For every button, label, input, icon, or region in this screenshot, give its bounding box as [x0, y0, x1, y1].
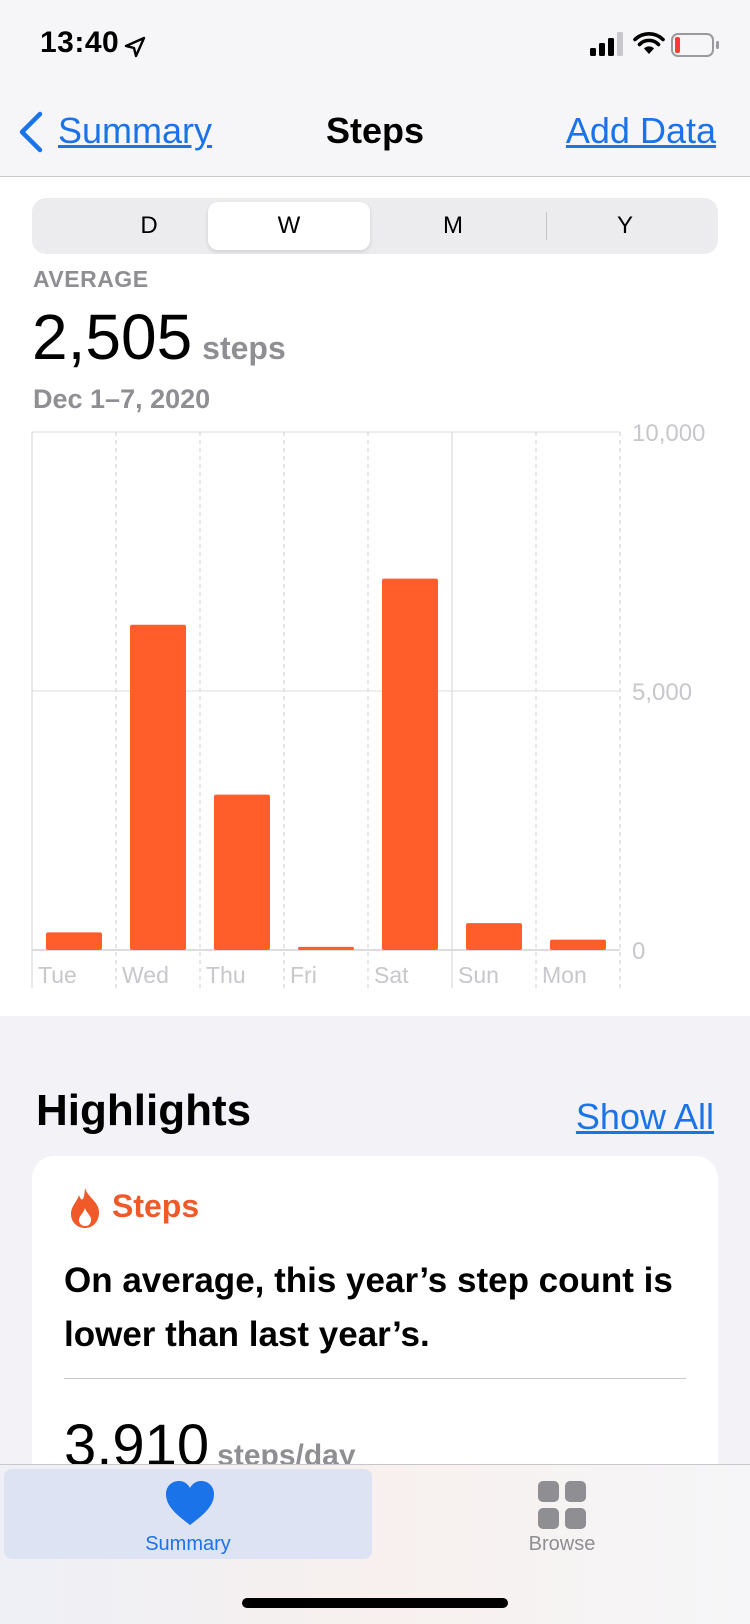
tab-browse[interactable]: Browse	[378, 1469, 746, 1559]
x-tick-label: Tue	[38, 962, 77, 988]
highlight-tag: Steps	[112, 1188, 200, 1224]
segment-day[interactable]: D	[140, 212, 158, 239]
average-label: AVERAGE	[33, 266, 149, 292]
bar-fri	[298, 946, 354, 950]
tab-browse-label: Browse	[528, 1533, 596, 1555]
segment-week[interactable]: W	[208, 202, 370, 250]
segment-month[interactable]: M	[443, 212, 463, 239]
highlight-text: On average, this year’s step count is lo…	[64, 1261, 673, 1354]
bar-tue	[46, 932, 102, 950]
bar-wed	[130, 624, 186, 950]
x-tick-label: Fri	[290, 962, 317, 988]
flame-icon	[71, 1188, 100, 1228]
y-tick-label: 10,000	[632, 420, 705, 447]
x-tick-label: Sat	[374, 962, 409, 988]
bar-sun	[466, 923, 522, 950]
tab-summary[interactable]: Summary	[4, 1469, 372, 1559]
x-tick-label: Wed	[122, 962, 169, 988]
show-all-button[interactable]: Show All	[575, 1096, 714, 1137]
average-value: 2,505 steps	[32, 300, 286, 374]
grid-icon	[538, 1481, 586, 1529]
home-indicator	[242, 1598, 508, 1608]
navigation-bar	[0, 0, 750, 177]
back-button[interactable]: Summary	[58, 110, 213, 151]
status-time: 13:40	[40, 26, 120, 59]
average-unit: steps	[202, 330, 286, 366]
period-segmented-control: D W M Y	[32, 198, 718, 254]
average-number: 2,505	[32, 301, 193, 373]
x-tick-label: Thu	[206, 962, 246, 988]
battery-low-icon	[671, 33, 719, 57]
tab-summary-label: Summary	[145, 1533, 231, 1555]
card-divider	[64, 1378, 686, 1379]
steps-bar-chart[interactable]: 10,000 5,000 0 Tue Wed Thu Fri Sat Sun Mon	[0, 420, 750, 1000]
cellular-signal-icon	[590, 32, 623, 56]
bar-sat	[382, 578, 438, 950]
bar-mon	[550, 939, 606, 950]
bar-thu	[214, 794, 270, 950]
location-arrow-icon	[124, 36, 146, 58]
y-tick-label: 5,000	[632, 679, 692, 706]
x-tick-label: Sun	[458, 962, 499, 988]
segment-divider	[546, 212, 547, 240]
y-tick-label: 0	[632, 938, 645, 965]
date-range: Dec 1–7, 2020	[33, 384, 211, 414]
page-title: Steps	[325, 110, 425, 151]
add-data-button[interactable]: Add Data	[565, 110, 716, 151]
back-chevron-icon[interactable]	[16, 110, 44, 154]
highlight-card[interactable]: Steps On average, this year’s step count…	[32, 1156, 718, 1496]
highlights-title: Highlights	[36, 1086, 252, 1135]
nav-title-container: Steps	[0, 110, 750, 152]
heart-icon	[166, 1481, 214, 1525]
wifi-icon	[633, 32, 665, 54]
segment-year[interactable]: Y	[616, 212, 633, 239]
tab-bar: Summary Browse	[0, 1464, 750, 1624]
x-tick-label: Mon	[542, 962, 587, 988]
